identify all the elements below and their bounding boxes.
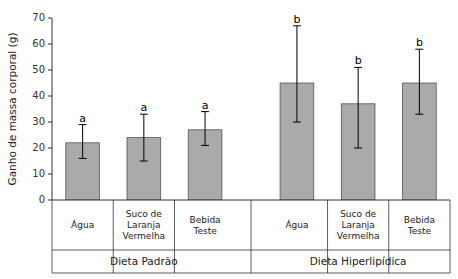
y-tick-label: 0 [39,194,45,205]
table-divider [251,200,252,273]
y-tick [48,148,52,149]
error-bar [140,114,148,161]
chart-container: 0 10 20 30 40 50 60 70 Ganho de massa corporal (… [0,0,458,279]
y-tick-label: 60 [32,38,45,49]
table-rule [52,273,450,274]
subgroup-label: Suco deLaranjaVermelha [123,209,166,241]
y-tick [48,174,52,175]
group-label: Dieta Padrão [110,255,178,267]
subgroup-label: Água [285,219,308,230]
plot-area [66,26,436,200]
y-tick-label: 40 [32,90,45,101]
y-tick [48,44,52,45]
y-tick [48,200,52,201]
table-divider [52,200,53,273]
significance-letter: b [293,13,300,26]
subgroup-label: Água [71,219,94,230]
y-tick [48,70,52,71]
y-axis-label: Ganho de massa corporal (g) [6,33,18,186]
y-tick-label: 20 [32,142,45,153]
y-tick [48,18,52,19]
subgroup-label: BebidaTeste [404,214,435,235]
error-bar [293,26,301,122]
y-tick-label: 30 [32,116,45,127]
table-rule [52,250,450,251]
y-axis [52,18,53,200]
group-label: Dieta Hiperlipídica [310,255,407,267]
error-bar [79,125,87,159]
y-tick [48,96,52,97]
subgroup-label: Suco deLaranjaVermelha [337,209,380,241]
table-divider [450,200,451,273]
y-tick-label: 70 [32,12,45,23]
significance-letter: b [416,36,423,49]
significance-letter: b [355,54,362,67]
y-tick-label: 10 [32,168,45,179]
y-tick-label: 50 [32,64,45,75]
chart: 0 10 20 30 40 50 60 70 Ganho de massa corporal (… [0,0,458,279]
significance-letter: a [140,101,147,114]
subgroup-label: BebidaTeste [189,214,220,235]
label-table [52,200,450,273]
significance-letter: a [79,112,86,125]
y-tick [48,122,52,123]
error-bar [354,67,362,148]
significance-letter: a [202,99,209,112]
error-bar [201,112,209,146]
error-bar [415,49,423,114]
